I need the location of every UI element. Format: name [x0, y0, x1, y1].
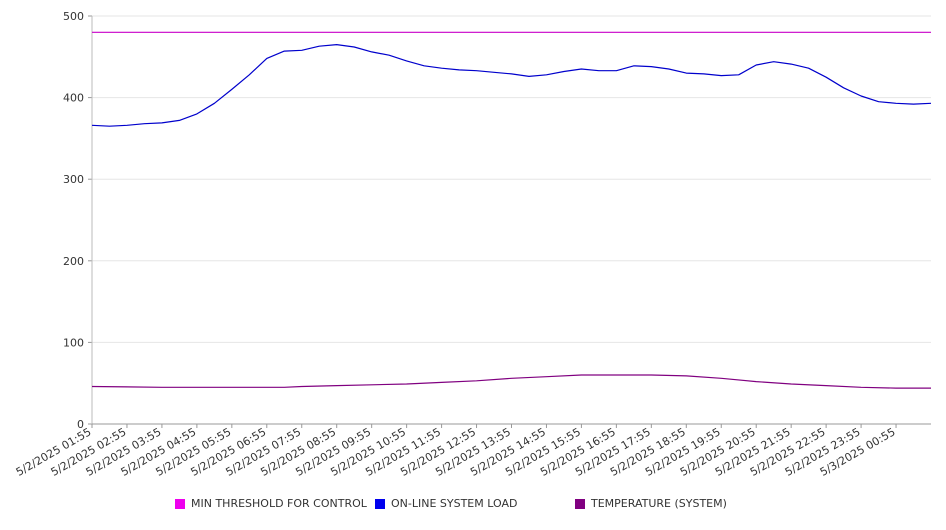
legend-label-temperature: TEMPERATURE (SYSTEM)	[591, 497, 727, 510]
y-tick-label: 500	[63, 10, 84, 23]
y-tick-label: 0	[77, 418, 84, 431]
system-load-line	[91, 43, 932, 127]
y-tick-label: 400	[63, 92, 84, 105]
legend-label-threshold: MIN THRESHOLD FOR CONTROL	[191, 497, 367, 510]
y-tick-label: 300	[63, 173, 84, 186]
legend-item-temperature[interactable]: TEMPERATURE (SYSTEM)	[575, 497, 727, 510]
legend-swatch-system-load	[375, 498, 385, 509]
grid-layer	[92, 15, 931, 343]
y-tick-label: 200	[63, 255, 84, 268]
legend-swatch-temperature	[575, 498, 585, 509]
legend-item-system-load[interactable]: ON-LINE SYSTEM LOAD	[375, 497, 517, 510]
legend-label-system-load: ON-LINE SYSTEM LOAD	[391, 497, 518, 510]
legend-item-threshold[interactable]: MIN THRESHOLD FOR CONTROL	[175, 497, 367, 510]
temperature-line	[91, 374, 931, 389]
legend-swatch-threshold	[175, 498, 185, 509]
y-tick-label: 100	[63, 336, 84, 349]
chart-legend: MIN THRESHOLD FOR CONTROL ON-LINE SYSTEM…	[0, 497, 946, 515]
series-layer	[91, 31, 932, 389]
